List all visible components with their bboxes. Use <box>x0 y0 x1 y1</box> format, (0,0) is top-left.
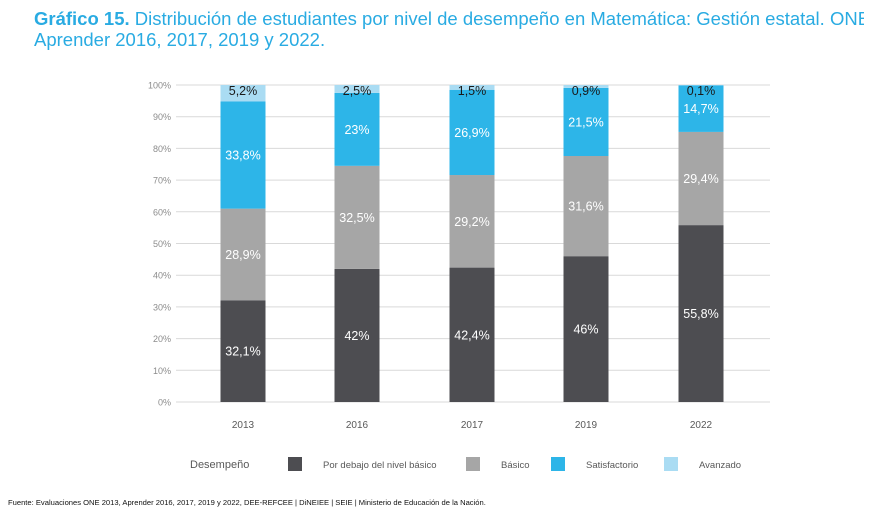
bar-segment <box>220 85 266 102</box>
bar-segment <box>449 175 495 268</box>
data-label: 55,8% <box>683 307 718 321</box>
y-tick-label: 30% <box>153 302 171 312</box>
data-label: 42,4% <box>454 328 489 342</box>
x-tick-label: 2013 <box>232 420 255 431</box>
y-tick-label: 80% <box>153 144 171 154</box>
data-label: 33,8% <box>225 149 260 163</box>
y-tick-label: 60% <box>153 207 171 217</box>
legend-label: Avanzado <box>699 460 741 471</box>
chart-title: Gráfico 15. Distribución de estudiantes … <box>34 8 864 50</box>
bar-segment <box>678 85 724 132</box>
data-label: 26,9% <box>454 126 489 140</box>
y-tick-label: 20% <box>153 334 171 344</box>
data-label: 28,9% <box>225 248 260 262</box>
y-tick-label: 100% <box>148 81 171 91</box>
data-label: 46% <box>573 323 598 337</box>
legend-swatch <box>288 457 302 471</box>
chart-title-line2: Aprender 2016, 2017, 2019 y 2022. <box>34 29 326 50</box>
bar-segment <box>220 101 266 209</box>
x-tick-label: 2016 <box>346 420 369 431</box>
bar-segment <box>678 225 724 402</box>
y-tick-label: 0% <box>158 398 171 408</box>
bar-segment <box>334 85 380 93</box>
bar-segment <box>220 300 266 402</box>
data-label: 23% <box>344 123 369 137</box>
bar-segment <box>334 268 380 402</box>
bar-segment <box>678 85 724 86</box>
data-label: 31,6% <box>568 200 603 214</box>
data-label: 5,2% <box>229 84 258 98</box>
bar-segment <box>449 267 495 402</box>
data-label: 0,1% <box>687 84 716 98</box>
bar-segment <box>678 131 724 226</box>
legend-swatch <box>664 457 678 471</box>
bar-segment <box>563 256 609 402</box>
bar-segment <box>220 208 266 301</box>
legend-title: Desempeño <box>190 459 249 471</box>
x-tick-label: 2017 <box>461 420 484 431</box>
bar-segment <box>563 87 609 157</box>
legend-label: Básico <box>501 460 530 471</box>
data-label: 32,5% <box>339 211 374 225</box>
chart-title-line1: Distribución de estudiantes por nivel de… <box>129 8 864 29</box>
data-label: 0,9% <box>572 84 601 98</box>
bar-segment <box>449 85 495 90</box>
data-label: 29,2% <box>454 215 489 229</box>
legend-swatch <box>466 457 480 471</box>
legend-label: Por debajo del nivel básico <box>323 460 437 471</box>
data-label: 29,4% <box>683 172 718 186</box>
y-tick-label: 50% <box>153 239 171 249</box>
x-tick-label: 2022 <box>690 420 713 431</box>
data-label: 21,5% <box>568 115 603 129</box>
bar-segment <box>334 92 380 166</box>
y-tick-label: 90% <box>153 112 171 122</box>
data-label: 14,7% <box>683 102 718 116</box>
y-tick-label: 10% <box>153 366 171 376</box>
bar-segment <box>563 85 609 88</box>
data-label: 2,5% <box>343 84 372 98</box>
x-tick-label: 2019 <box>575 420 598 431</box>
data-label: 42% <box>344 329 369 343</box>
chart-title-bold: Gráfico 15. <box>34 8 130 29</box>
bar-segment <box>563 156 609 257</box>
data-label: 32,1% <box>225 345 260 359</box>
y-tick-label: 70% <box>153 176 171 186</box>
bar-segment <box>334 165 380 269</box>
y-tick-label: 40% <box>153 271 171 281</box>
legend-swatch <box>551 457 565 471</box>
legend-label: Satisfactorio <box>586 460 638 471</box>
bar-segment <box>449 89 495 176</box>
data-label: 1,5% <box>458 84 487 98</box>
source-note: Fuente: Evaluaciones ONE 2013, Aprender … <box>8 498 486 507</box>
